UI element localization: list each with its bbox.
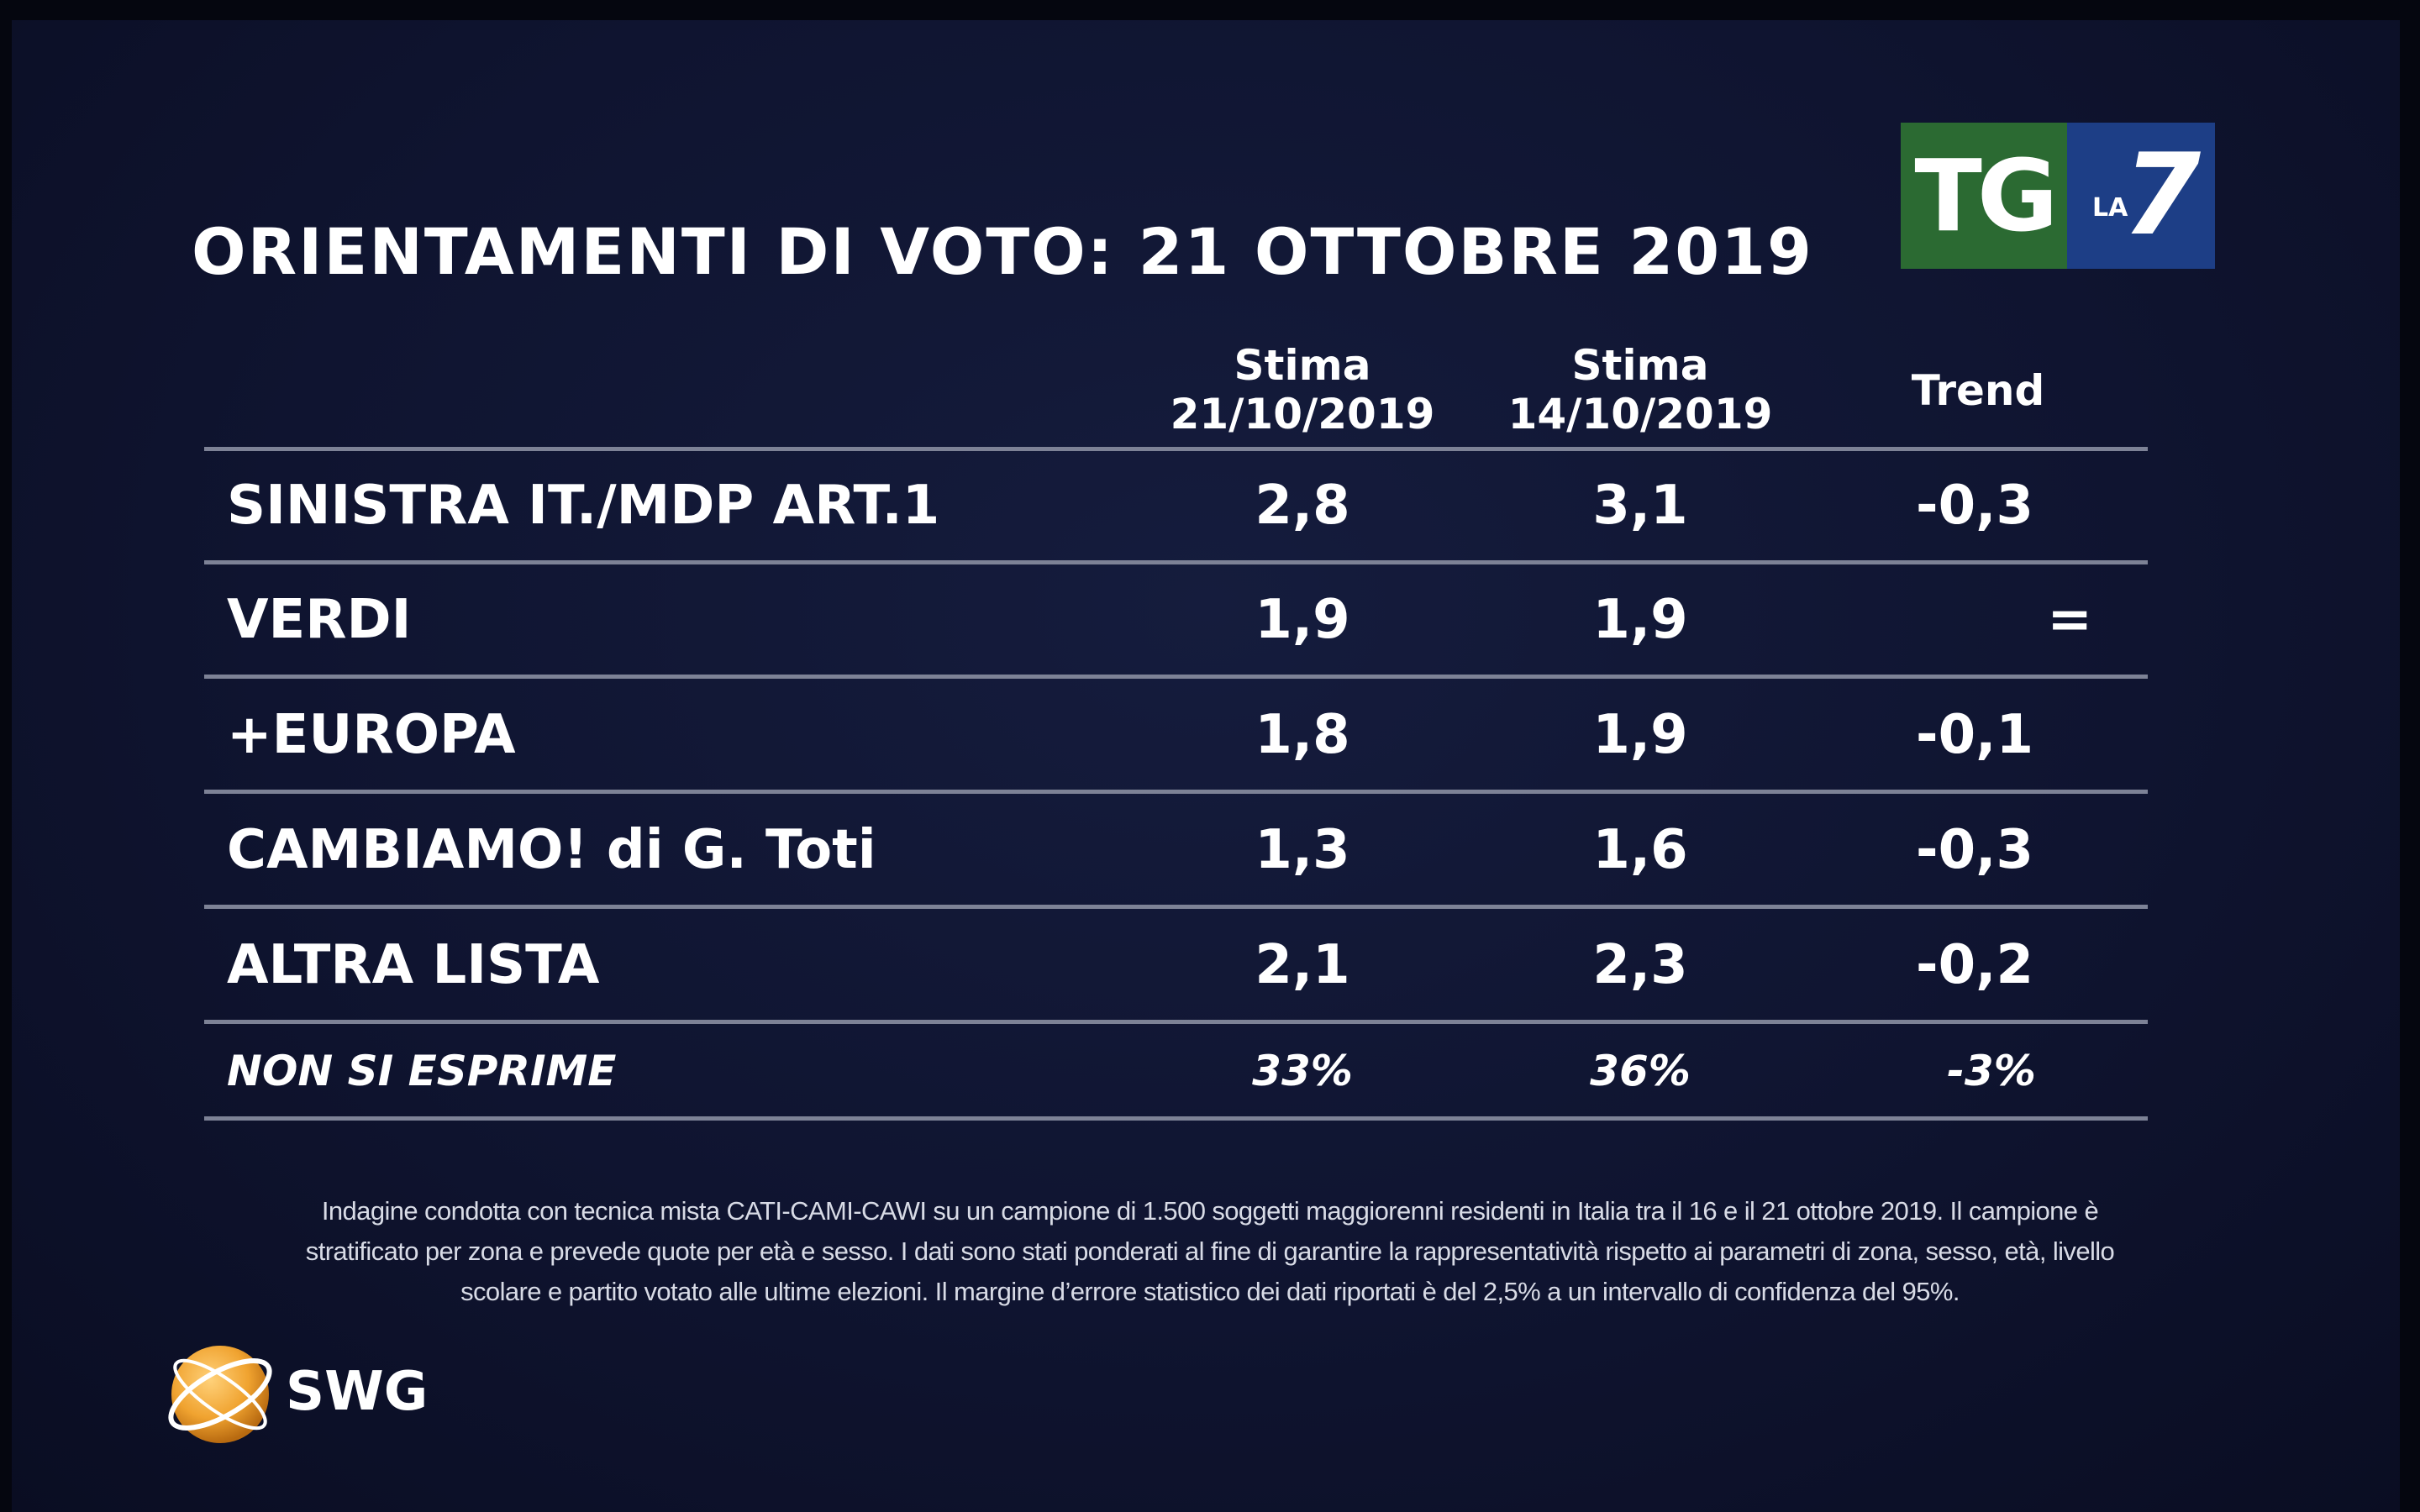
methodology-line: stratificato per zona e prevede quote pe… [305, 1236, 2115, 1266]
table-rule [204, 790, 2148, 794]
swg-logo-text: SWG [286, 1361, 429, 1423]
cell-previous: 1,9 [1592, 589, 1688, 651]
right-border [2400, 0, 2420, 1512]
tg-la7-logo: TG LA 7 [1901, 123, 2215, 269]
cell-previous: 3,1 [1592, 475, 1688, 537]
header-previous-line1: Stima [1571, 341, 1709, 390]
methodology-note: Indagine condotta con tecnica mista CATI… [185, 1191, 2235, 1312]
la7-logo-blue: LA 7 [2067, 123, 2215, 269]
cell-trend: -0,3 [1916, 475, 2033, 537]
cell-previous: 2,3 [1592, 934, 1688, 996]
seven-logo-text: 7 [2123, 129, 2202, 260]
header-current-line2: 21/10/2019 [1170, 390, 1435, 438]
header-current: Stima 21/10/2019 [1151, 341, 1454, 438]
cell-current: 1,9 [1255, 589, 1350, 651]
row-label: CAMBIAMO! di G. Toti [227, 819, 876, 881]
header-trend: Trend [1827, 366, 2129, 415]
table-rule [204, 905, 2148, 909]
cell-previous: 1,9 [1592, 704, 1688, 766]
tg-logo-green: TG [1901, 123, 2067, 269]
swg-logo: SWG [160, 1336, 437, 1453]
cell-current: 1,3 [1255, 819, 1350, 881]
cell-trend: -3% [1947, 1047, 2036, 1095]
cell-trend: -0,1 [1916, 704, 2033, 766]
la-logo-text: LA [2092, 193, 2128, 223]
cell-current: 33% [1252, 1047, 1353, 1095]
cell-current: 1,8 [1255, 704, 1350, 766]
methodology-line: Indagine condotta con tecnica mista CATI… [321, 1196, 2099, 1226]
row-label: SINISTRA IT./MDP ART.1 [227, 475, 940, 537]
table-rule [204, 675, 2148, 679]
cell-current: 2,8 [1255, 475, 1350, 537]
top-border [0, 0, 2420, 20]
page-title: ORIENTAMENTI DI VOTO: 21 OTTOBRE 2019 [192, 214, 1813, 289]
header-trend-line1: Trend [1911, 366, 2045, 415]
header-current-line1: Stima [1234, 341, 1371, 390]
row-label: VERDI [227, 589, 412, 651]
cell-previous: 36% [1590, 1047, 1691, 1095]
table-rule [204, 1116, 2148, 1121]
cell-current: 2,1 [1255, 934, 1350, 996]
cell-trend: = [2047, 589, 2092, 651]
cell-trend: -0,3 [1916, 819, 2033, 881]
table-rule [204, 447, 2148, 451]
table-rule [204, 560, 2148, 564]
methodology-line: scolare e partito votato alle ultime ele… [460, 1277, 1960, 1306]
cell-previous: 1,6 [1592, 819, 1688, 881]
table-rule [204, 1020, 2148, 1024]
row-label: ALTRA LISTA [227, 934, 600, 996]
swg-orb-icon [168, 1346, 272, 1443]
cell-trend: -0,2 [1916, 934, 2033, 996]
left-border [0, 0, 12, 1512]
row-label: +EUROPA [227, 704, 516, 766]
row-label: NON SI ESPRIME [227, 1047, 617, 1095]
header-previous: Stima 14/10/2019 [1489, 341, 1791, 438]
header-previous-line2: 14/10/2019 [1507, 390, 1773, 438]
